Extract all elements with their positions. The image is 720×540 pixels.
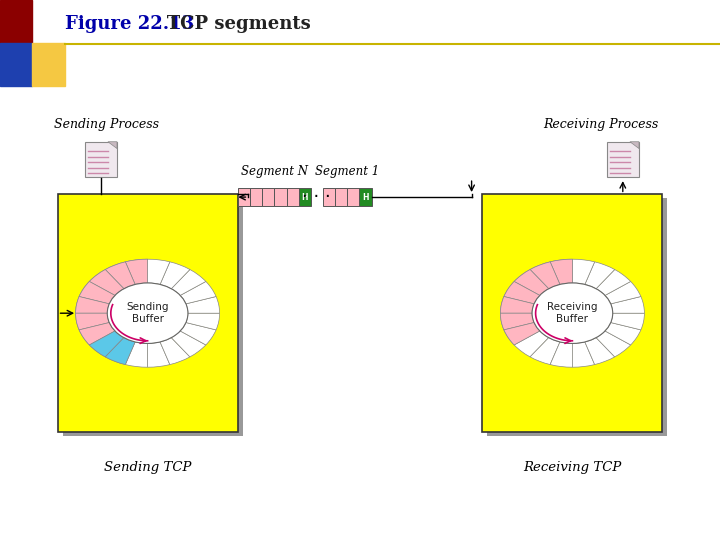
Wedge shape xyxy=(79,322,115,345)
Text: Receiving TCP: Receiving TCP xyxy=(523,461,621,474)
Wedge shape xyxy=(148,342,170,367)
Text: TCP segments: TCP segments xyxy=(148,15,310,33)
Wedge shape xyxy=(500,296,534,313)
Wedge shape xyxy=(500,296,534,313)
Wedge shape xyxy=(504,281,540,304)
Text: · · ·: · · · xyxy=(302,188,331,206)
Wedge shape xyxy=(125,342,148,367)
Wedge shape xyxy=(89,269,124,295)
Wedge shape xyxy=(572,259,595,285)
Wedge shape xyxy=(585,262,615,289)
Bar xyxy=(487,198,667,436)
Wedge shape xyxy=(572,342,595,367)
Wedge shape xyxy=(180,322,216,345)
Bar xyxy=(0,43,32,86)
Wedge shape xyxy=(180,281,216,304)
Wedge shape xyxy=(76,296,109,313)
FancyBboxPatch shape xyxy=(85,141,117,177)
Wedge shape xyxy=(125,259,148,285)
Bar xyxy=(359,188,372,206)
Text: Segment N: Segment N xyxy=(240,165,308,178)
Wedge shape xyxy=(76,313,109,330)
Circle shape xyxy=(532,283,613,343)
Wedge shape xyxy=(605,322,641,345)
Wedge shape xyxy=(105,262,135,289)
Wedge shape xyxy=(550,342,572,367)
Bar xyxy=(347,188,359,206)
Text: Receiving
Buffer: Receiving Buffer xyxy=(547,302,598,324)
Wedge shape xyxy=(530,338,560,364)
Wedge shape xyxy=(186,313,220,330)
Bar xyxy=(299,188,311,206)
Wedge shape xyxy=(125,259,148,285)
Polygon shape xyxy=(108,141,117,149)
Text: Receiving Process: Receiving Process xyxy=(544,118,659,131)
Wedge shape xyxy=(596,331,631,357)
Wedge shape xyxy=(530,262,560,289)
Wedge shape xyxy=(550,259,572,285)
Wedge shape xyxy=(148,259,170,285)
Wedge shape xyxy=(89,331,124,357)
Bar xyxy=(262,188,274,206)
Wedge shape xyxy=(550,259,572,285)
Wedge shape xyxy=(105,338,135,364)
Wedge shape xyxy=(504,322,540,345)
Wedge shape xyxy=(585,338,615,364)
Text: Sending
Buffer: Sending Buffer xyxy=(126,302,169,324)
Wedge shape xyxy=(611,296,644,313)
Wedge shape xyxy=(504,281,540,304)
Wedge shape xyxy=(160,262,190,289)
Text: Figure 22.13: Figure 22.13 xyxy=(65,15,194,33)
Bar xyxy=(274,188,287,206)
Wedge shape xyxy=(76,296,109,313)
Bar xyxy=(0,0,32,43)
Wedge shape xyxy=(500,313,534,330)
Bar xyxy=(58,194,238,432)
Wedge shape xyxy=(514,269,549,295)
Wedge shape xyxy=(514,269,549,295)
Bar xyxy=(32,43,65,86)
Bar xyxy=(335,188,347,206)
Wedge shape xyxy=(79,281,115,304)
Wedge shape xyxy=(530,262,560,289)
Wedge shape xyxy=(76,313,109,330)
Wedge shape xyxy=(171,331,206,357)
Text: Segment 1: Segment 1 xyxy=(315,165,379,178)
Bar xyxy=(63,198,243,436)
Wedge shape xyxy=(611,313,644,330)
Wedge shape xyxy=(79,322,115,345)
Text: Sending TCP: Sending TCP xyxy=(104,461,192,474)
Bar xyxy=(323,188,335,206)
Wedge shape xyxy=(105,262,135,289)
FancyBboxPatch shape xyxy=(606,141,639,177)
Text: H: H xyxy=(302,193,308,201)
Circle shape xyxy=(107,283,188,343)
Wedge shape xyxy=(605,281,641,304)
Text: Sending Process: Sending Process xyxy=(54,118,159,131)
Wedge shape xyxy=(105,338,135,364)
Wedge shape xyxy=(79,281,115,304)
Wedge shape xyxy=(514,331,549,357)
Wedge shape xyxy=(89,331,124,357)
Wedge shape xyxy=(500,313,534,330)
Text: H: H xyxy=(362,193,369,201)
Wedge shape xyxy=(504,322,540,345)
Wedge shape xyxy=(186,296,220,313)
Wedge shape xyxy=(596,269,631,295)
Wedge shape xyxy=(171,269,206,295)
Bar xyxy=(482,194,662,432)
Wedge shape xyxy=(160,338,190,364)
Wedge shape xyxy=(89,269,124,295)
Bar xyxy=(238,188,250,206)
Bar xyxy=(287,188,299,206)
Bar xyxy=(250,188,262,206)
Polygon shape xyxy=(630,141,639,149)
